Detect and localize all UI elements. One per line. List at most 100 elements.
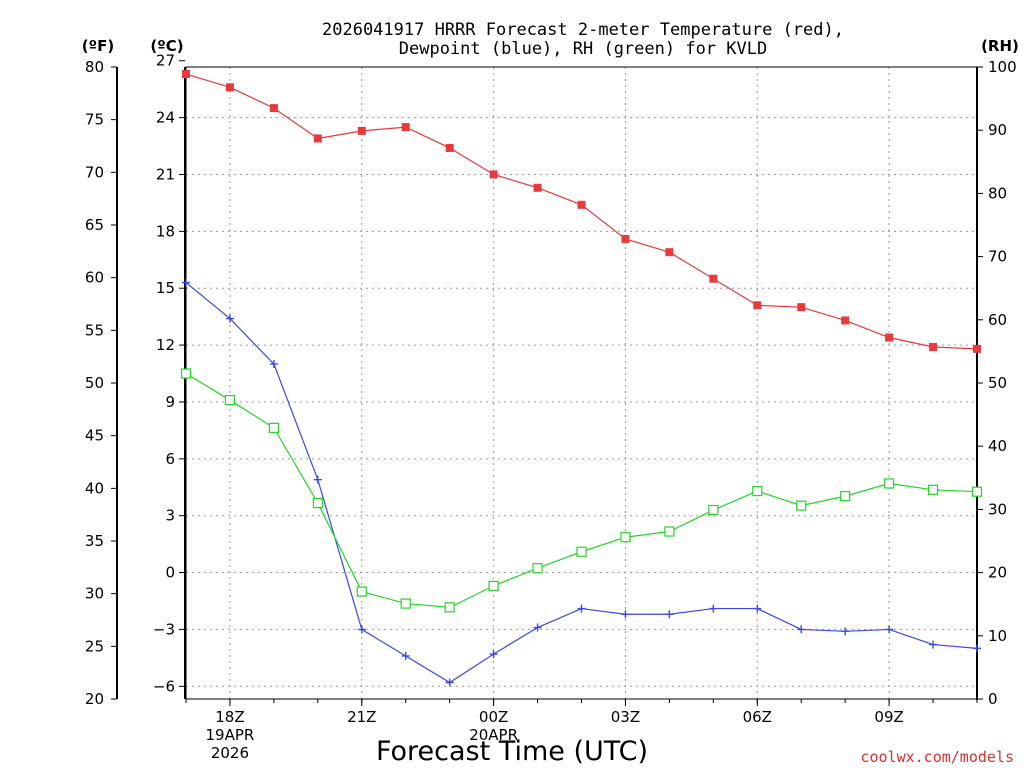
- rh-point: [840, 491, 851, 502]
- x-tick-date-label: 20APR: [469, 726, 518, 744]
- fahrenheit-tick-label: 80: [85, 58, 104, 76]
- dewpoint-point: [489, 650, 498, 659]
- 2-meter-temperature-point: [357, 126, 366, 135]
- rh-tick-label: 20: [988, 564, 1007, 582]
- 2-meter-temperature-point: [313, 134, 322, 143]
- rh-tick-label: 70: [988, 248, 1007, 266]
- fahrenheit-tick-label: 70: [85, 163, 104, 181]
- celsius-tick-label: 15: [156, 279, 175, 297]
- rh-tick-label: 80: [988, 184, 1007, 202]
- rh-point: [927, 484, 939, 495]
- 2-meter-temperature-point: [577, 200, 586, 209]
- x-tick-label: 00Z: [479, 708, 508, 726]
- rh-axis-unit: (RH): [981, 37, 1019, 55]
- series: [180, 70, 983, 687]
- dewpoint-series: [182, 278, 981, 687]
- rh-tick-label: 0: [988, 690, 998, 708]
- 2-meter-temperature-point: [621, 234, 630, 243]
- x-tick-label: 03Z: [611, 708, 640, 726]
- fahrenheit-tick-label: 25: [85, 637, 104, 655]
- fahrenheit-axis-unit: (ºF): [82, 37, 114, 55]
- dewpoint-point: [533, 623, 542, 632]
- dewpoint-point: [357, 625, 366, 634]
- 2-meter-temperature-point: [401, 123, 410, 132]
- dewpoint-point: [225, 314, 234, 323]
- celsius-tick-label: 3: [165, 507, 175, 525]
- rh-tick-label: 90: [988, 121, 1007, 139]
- chart-title-line-1: 2026041917 HRRR Forecast 2-meter Tempera…: [322, 20, 844, 40]
- dewpoint-point: [709, 604, 718, 613]
- dewpoint-point: [577, 604, 586, 613]
- fahrenheit-tick-label: 60: [85, 269, 104, 287]
- rh-point: [356, 586, 367, 597]
- rh-series: [180, 368, 983, 613]
- 2-meter-temperature-point: [489, 170, 498, 179]
- x-tick-label: 06Z: [743, 708, 772, 726]
- celsius-tick-label: 6: [165, 450, 175, 468]
- x-axis-title: Forecast Time (UTC): [376, 736, 648, 767]
- dewpoint-point: [753, 604, 762, 613]
- rh-point: [224, 394, 236, 406]
- rh-point: [532, 563, 543, 574]
- rh-tick-label: 50: [988, 374, 1007, 392]
- rh-point: [400, 598, 411, 609]
- 2-meter-temperature-point: [665, 248, 674, 257]
- 2-meter-temperature-point: [182, 70, 190, 79]
- 2-meter-temperature-line: [185, 73, 978, 350]
- 2-meter-temperature-point: [841, 316, 850, 325]
- dewpoint-point: [929, 640, 938, 649]
- dewpoint-point: [445, 678, 454, 687]
- fahrenheit-tick-label: 40: [85, 479, 104, 497]
- 2-meter-temperature-point: [929, 342, 938, 351]
- rh-point: [884, 478, 895, 489]
- celsius-tick-label: 0: [165, 564, 175, 582]
- dewpoint-point: [621, 610, 630, 619]
- dewpoint-point: [665, 610, 674, 619]
- dewpoint-point: [313, 475, 322, 484]
- dewpoint-point: [973, 644, 981, 653]
- dewpoint-point: [841, 627, 850, 636]
- dewpoint-point: [885, 625, 894, 634]
- celsius-axis-unit: (ºC): [150, 37, 183, 55]
- rh-point: [444, 602, 455, 613]
- rh-tick-label: 10: [988, 627, 1007, 645]
- fahrenheit-tick-label: 35: [85, 532, 104, 550]
- 2-meter-temperature-point: [225, 83, 234, 92]
- 2-meter-temperature-point: [753, 301, 762, 310]
- celsius-tick-label: −6: [153, 677, 175, 695]
- axes: 20 25 30 35 40 45 50 55 60 65 70 75 80 −6 −3 0 3 6 9 12 15 18…: [85, 52, 1017, 762]
- celsius-tick-label: −3: [153, 620, 175, 638]
- dewpoint-point: [182, 278, 190, 287]
- rh-point: [664, 526, 675, 537]
- rh-tick-label: 100: [988, 58, 1017, 76]
- 2-meter-temperature-point: [973, 344, 981, 353]
- fahrenheit-tick-label: 20: [85, 690, 104, 708]
- chart-title-line-2: Dewpoint (blue), RH (green) for KVLD: [399, 39, 767, 59]
- credit-link[interactable]: coolwx.com/models: [860, 748, 1014, 766]
- rh-tick-label: 40: [988, 437, 1007, 455]
- 2-meter-temperature-series: [182, 70, 981, 353]
- x-tick-date-label: 19APR: [206, 726, 255, 744]
- dewpoint-point: [401, 651, 410, 660]
- rh-tick-label: 30: [988, 500, 1007, 518]
- x-tick-label: 18Z: [215, 708, 244, 726]
- rh-tick-label: 60: [988, 311, 1007, 329]
- 2-meter-temperature-point: [269, 104, 278, 113]
- plot-frame: [185, 66, 978, 700]
- fahrenheit-tick-label: 50: [85, 374, 104, 392]
- celsius-tick-label: 9: [165, 393, 175, 411]
- rh-point: [752, 485, 763, 497]
- rh-point: [971, 486, 983, 497]
- dewpoint-point: [797, 625, 806, 634]
- rh-point: [576, 546, 587, 557]
- fahrenheit-tick-label: 55: [85, 321, 104, 339]
- fahrenheit-tick-label: 30: [85, 585, 104, 603]
- rh-point: [620, 532, 631, 543]
- grid: [186, 67, 977, 699]
- x-tick-label: 21Z: [347, 708, 376, 726]
- rh-point: [312, 497, 323, 509]
- celsius-tick-label: 24: [156, 109, 175, 127]
- 2-meter-temperature-point: [533, 183, 542, 192]
- 2-meter-temperature-point: [797, 303, 806, 312]
